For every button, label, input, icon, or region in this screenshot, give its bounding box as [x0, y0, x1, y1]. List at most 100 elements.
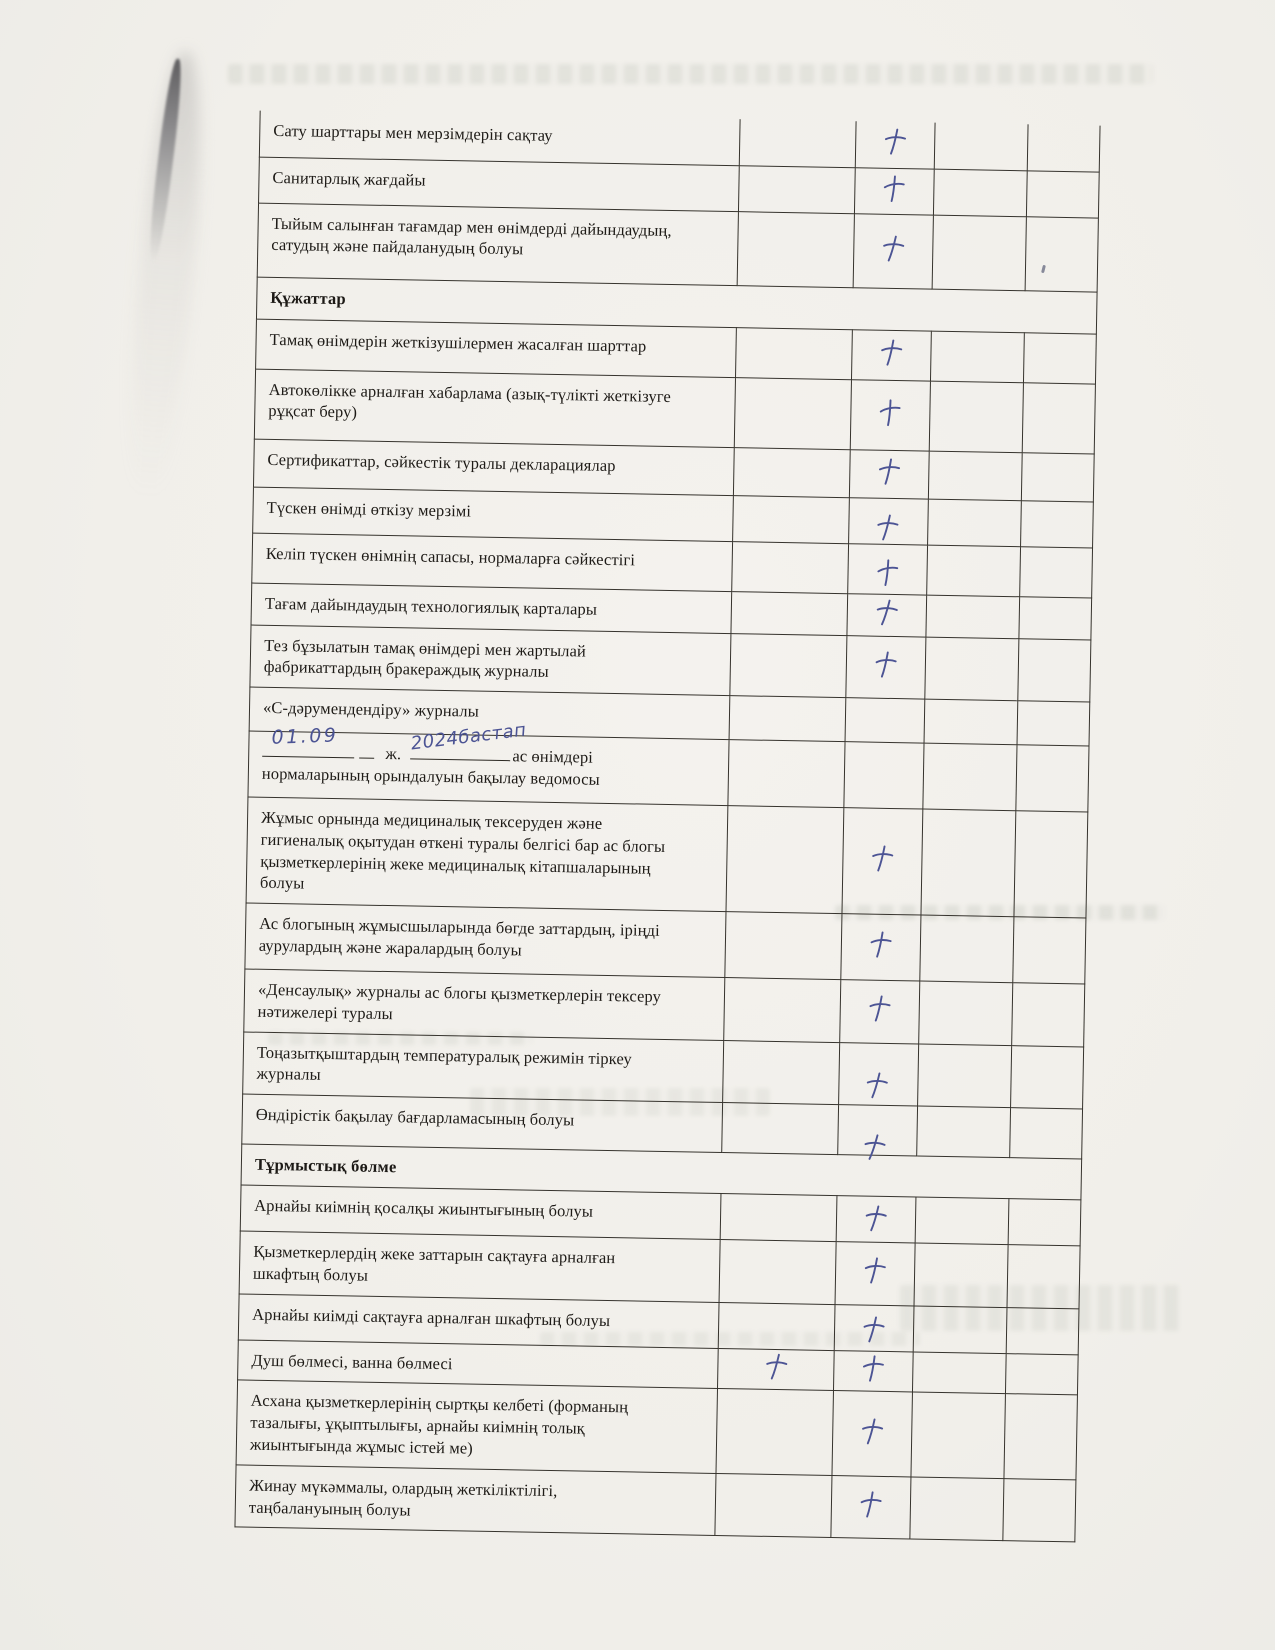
item-description: Келіп түскен өнімнің сапасы, нормаларға … — [251, 532, 733, 592]
handwritten-date: 01.09 — [271, 724, 339, 749]
mark-cell — [835, 1241, 916, 1306]
handwritten-check-mark — [863, 1316, 885, 1342]
handwritten-check-mark — [864, 1134, 886, 1161]
mark-cell — [1012, 916, 1086, 985]
mark-cell — [848, 497, 929, 545]
mark-cell — [926, 544, 1021, 597]
mark-cell — [1017, 638, 1091, 703]
mark-cell — [1019, 546, 1093, 598]
table-row: Арнайы киімнің қосалқы жиынтығының болуы — [240, 1185, 1081, 1247]
mark-cell — [738, 165, 856, 214]
bleed-through-artifact — [470, 1088, 770, 1116]
mark-cell — [919, 915, 1014, 983]
mark-cell — [915, 1197, 1009, 1245]
mark-cell — [830, 1475, 911, 1540]
mark-cell — [854, 167, 935, 215]
item-description: Ас блогының жұмысшыларында бөгде заттард… — [244, 903, 726, 978]
mark-cell — [934, 122, 1029, 171]
year-label: ж. — [385, 744, 402, 764]
mark-cell — [913, 1305, 1007, 1354]
mark-cell — [843, 741, 925, 810]
checklist-table-wrap: Сату шарттары мен мерзімдерін сақтау Сани… — [234, 110, 1101, 1543]
mark-cell — [834, 1304, 915, 1352]
mark-cell — [933, 168, 1028, 217]
mark-cell — [839, 979, 920, 1044]
table-row: Келіп түскен өнімнің сапасы, нормаларға … — [251, 532, 1093, 598]
mark-cell — [1008, 1198, 1081, 1247]
bleed-through-artifact — [540, 1332, 920, 1346]
table-row: Сертификаттар, сәйкестік туралы декларац… — [253, 438, 1095, 502]
mark-cell — [1027, 124, 1101, 172]
handwritten-check-mark — [866, 1072, 888, 1099]
mark-cell — [725, 805, 844, 914]
blank-underline — [359, 742, 375, 759]
handwritten-check-mark — [862, 1355, 884, 1382]
mark-cell — [846, 593, 927, 637]
mark-cell — [733, 447, 851, 498]
item-description: Тез бұзылатын тамақ өнімдері мен жартыла… — [249, 624, 731, 696]
mark-cell — [927, 498, 1022, 547]
mark-cell — [735, 327, 853, 380]
mark-cell — [1015, 744, 1090, 813]
bleed-through-artifact — [228, 64, 1153, 84]
item-description: 01.09 ж. 2024бастап ас өнімдері нормалары… — [247, 720, 730, 806]
mark-cell — [1025, 216, 1099, 292]
mark-cell — [719, 1239, 837, 1305]
mark-cell — [1021, 452, 1095, 502]
mark-cell — [929, 380, 1024, 453]
item-description: Тоңазытқыштардың температуралық режимін … — [242, 1031, 724, 1103]
mark-cell — [849, 449, 930, 499]
mark-cell — [1005, 1353, 1079, 1396]
mark-cell — [916, 1106, 1011, 1158]
mark-cell — [1003, 1394, 1078, 1480]
mark-cell — [724, 911, 842, 980]
table-row: Тез бұзылатын тамақ өнімдері мен жартыла… — [249, 624, 1091, 703]
mark-cell — [838, 1042, 919, 1107]
table-row: Өндірістік бақылау бағдарламасының болуы — [241, 1094, 1083, 1161]
mark-cell — [928, 450, 1023, 501]
handwritten-check-mark — [870, 931, 892, 958]
table-row: Санитарлық жағдайы — [258, 156, 1100, 218]
mark-cell — [855, 121, 936, 169]
mark-cell — [925, 594, 1020, 639]
mark-cell — [727, 739, 846, 808]
mark-cell — [833, 1350, 914, 1393]
mark-cell — [734, 377, 852, 450]
mark-cell — [731, 541, 849, 594]
mark-cell — [715, 1388, 834, 1476]
mark-cell — [717, 1348, 835, 1392]
mark-cell — [841, 807, 923, 916]
bleed-through-artifact — [268, 1032, 533, 1045]
table-row: Сату шарттары мен мерзімдерін сақтау — [259, 110, 1101, 172]
mark-cell — [1022, 382, 1096, 454]
mark-cell — [836, 1195, 916, 1244]
mark-cell — [1020, 500, 1094, 548]
table-row: Автокөлікке арналған хабарлама (азық-түл… — [254, 368, 1096, 454]
table-row: Тыйым салынған тағамдар мен өнімдерді да… — [257, 202, 1099, 292]
handwritten-check-mark — [860, 1491, 882, 1518]
item-description: Асхана қызметкерлерінің сыртқы келбеті (… — [236, 1380, 718, 1474]
mark-cell — [917, 1043, 1012, 1108]
item-description: Жұмыс орнында медициналық тексеруден жән… — [246, 797, 728, 912]
mark-cell — [739, 119, 857, 168]
handwritten-check-mark — [862, 1418, 884, 1444]
item-description: «Денсаулық» журналы ас блогы қызметкерле… — [243, 969, 725, 1041]
mark-cell — [729, 695, 846, 742]
item-description: Автокөлікке арналған хабарлама (азық-түл… — [254, 368, 736, 448]
item-description: Тамақ өнімдерін жеткізушілермен жасалған… — [255, 318, 737, 378]
mark-cell — [1011, 982, 1085, 1047]
mark-cell — [1018, 596, 1092, 640]
mark-cell — [918, 981, 1013, 1046]
mark-cell — [922, 743, 1018, 811]
mark-cell — [837, 1104, 918, 1161]
mark-cell — [924, 699, 1018, 745]
mark-cell — [1006, 1244, 1081, 1309]
handwritten-check-mark — [877, 514, 899, 540]
table-row: Тағам дайындаудың технологиялық карталар… — [251, 582, 1092, 640]
mark-cell — [840, 913, 921, 982]
bleed-through-artifact — [900, 1285, 1180, 1331]
mark-cell — [729, 633, 847, 698]
item-description: Өндірістік бақылау бағдарламасының болуы — [241, 1094, 723, 1153]
table-row: Қызметкерлердің жеке заттарын сақтауға а… — [239, 1231, 1081, 1309]
